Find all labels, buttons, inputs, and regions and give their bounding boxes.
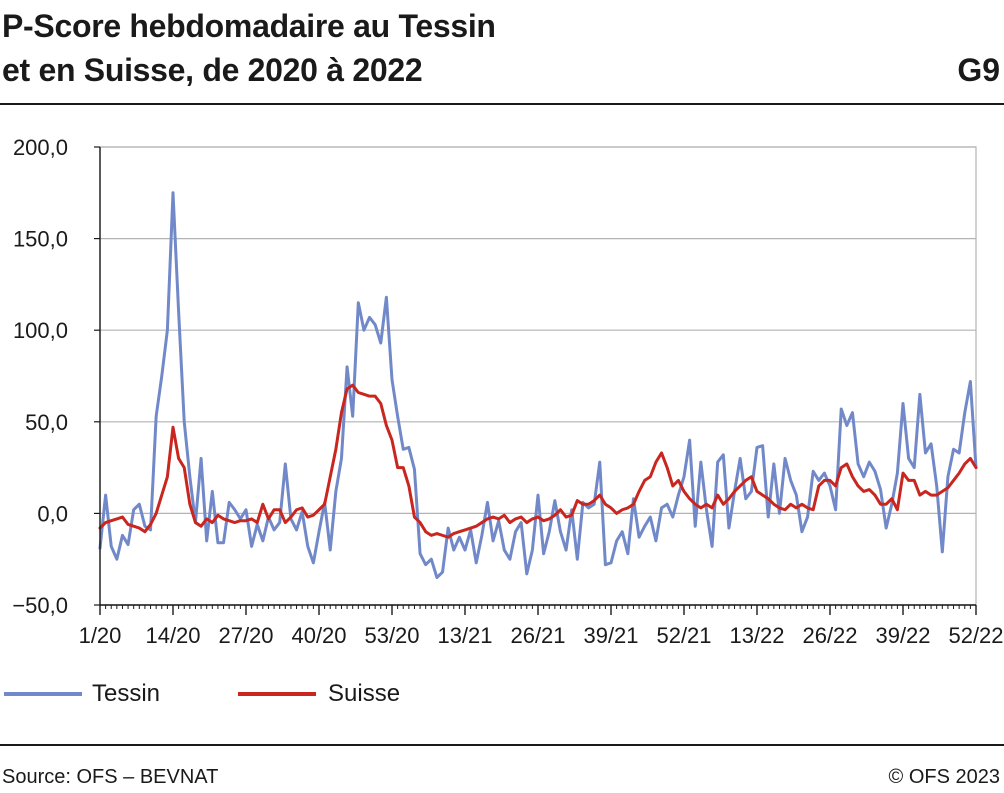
y-tick-label: 50,0	[25, 410, 68, 435]
line-chart: −50,0 0,0 50,0 100,0 150,0 200,0 1/20 14/20 27/2…	[12, 135, 1003, 648]
chart-title-line1: P-Score hebdomadaire au Tessin	[2, 8, 496, 44]
legend-item-suisse: Suisse	[238, 676, 438, 712]
footer-divider	[0, 744, 1004, 746]
x-tick-label: 14/20	[145, 623, 200, 648]
legend-swatch-tessin	[4, 692, 82, 696]
source-note: Source: OFS – BEVNAT	[2, 766, 219, 788]
x-tick-label: 26/21	[510, 623, 565, 648]
y-tick-label: 200,0	[13, 135, 68, 160]
x-tick-label: 13/22	[729, 623, 784, 648]
series-line-suisse	[98, 383, 978, 539]
legend-label-suisse: Suisse	[328, 680, 401, 707]
x-tick-label: 53/20	[364, 623, 419, 648]
x-tick-label: 1/20	[79, 623, 122, 648]
x-tick-label: 26/22	[802, 623, 857, 648]
series-line-tessin	[98, 191, 978, 580]
grid-layer	[99, 146, 977, 606]
x-tick-label: 39/21	[583, 623, 638, 648]
plot-frame	[99, 146, 977, 606]
x-tick-label: 40/20	[291, 623, 346, 648]
y-tick-label: 0,0	[37, 501, 68, 526]
x-tick-label: 27/20	[218, 623, 273, 648]
y-tick-label: −50,0	[12, 593, 68, 618]
header-divider	[0, 103, 1004, 105]
legend-item-tessin: Tessin	[0, 676, 180, 712]
legend-swatch-suisse	[238, 692, 316, 696]
x-tick-label: 52/22	[948, 623, 1003, 648]
x-tick-label: 13/21	[437, 623, 492, 648]
chart-title-line2: et en Suisse, de 2020 à 2022	[2, 52, 423, 88]
figure-number: G9	[957, 52, 1000, 88]
legend: Tessin Suisse	[0, 676, 600, 712]
series-layer	[98, 191, 978, 580]
x-tick-label: 52/21	[656, 623, 711, 648]
chart-title: P-Score hebdomadaire au Tessin et en Sui…	[2, 4, 496, 92]
axis-layer: −50,0 0,0 50,0 100,0 150,0 200,0 1/20 14/20 27/2…	[12, 135, 1003, 648]
legend-label-tessin: Tessin	[92, 680, 161, 707]
y-tick-label: 150,0	[13, 227, 68, 252]
y-tick-label: 100,0	[13, 318, 68, 343]
copyright-note: © OFS 2023	[888, 766, 1000, 788]
x-tick-label: 39/22	[875, 623, 930, 648]
